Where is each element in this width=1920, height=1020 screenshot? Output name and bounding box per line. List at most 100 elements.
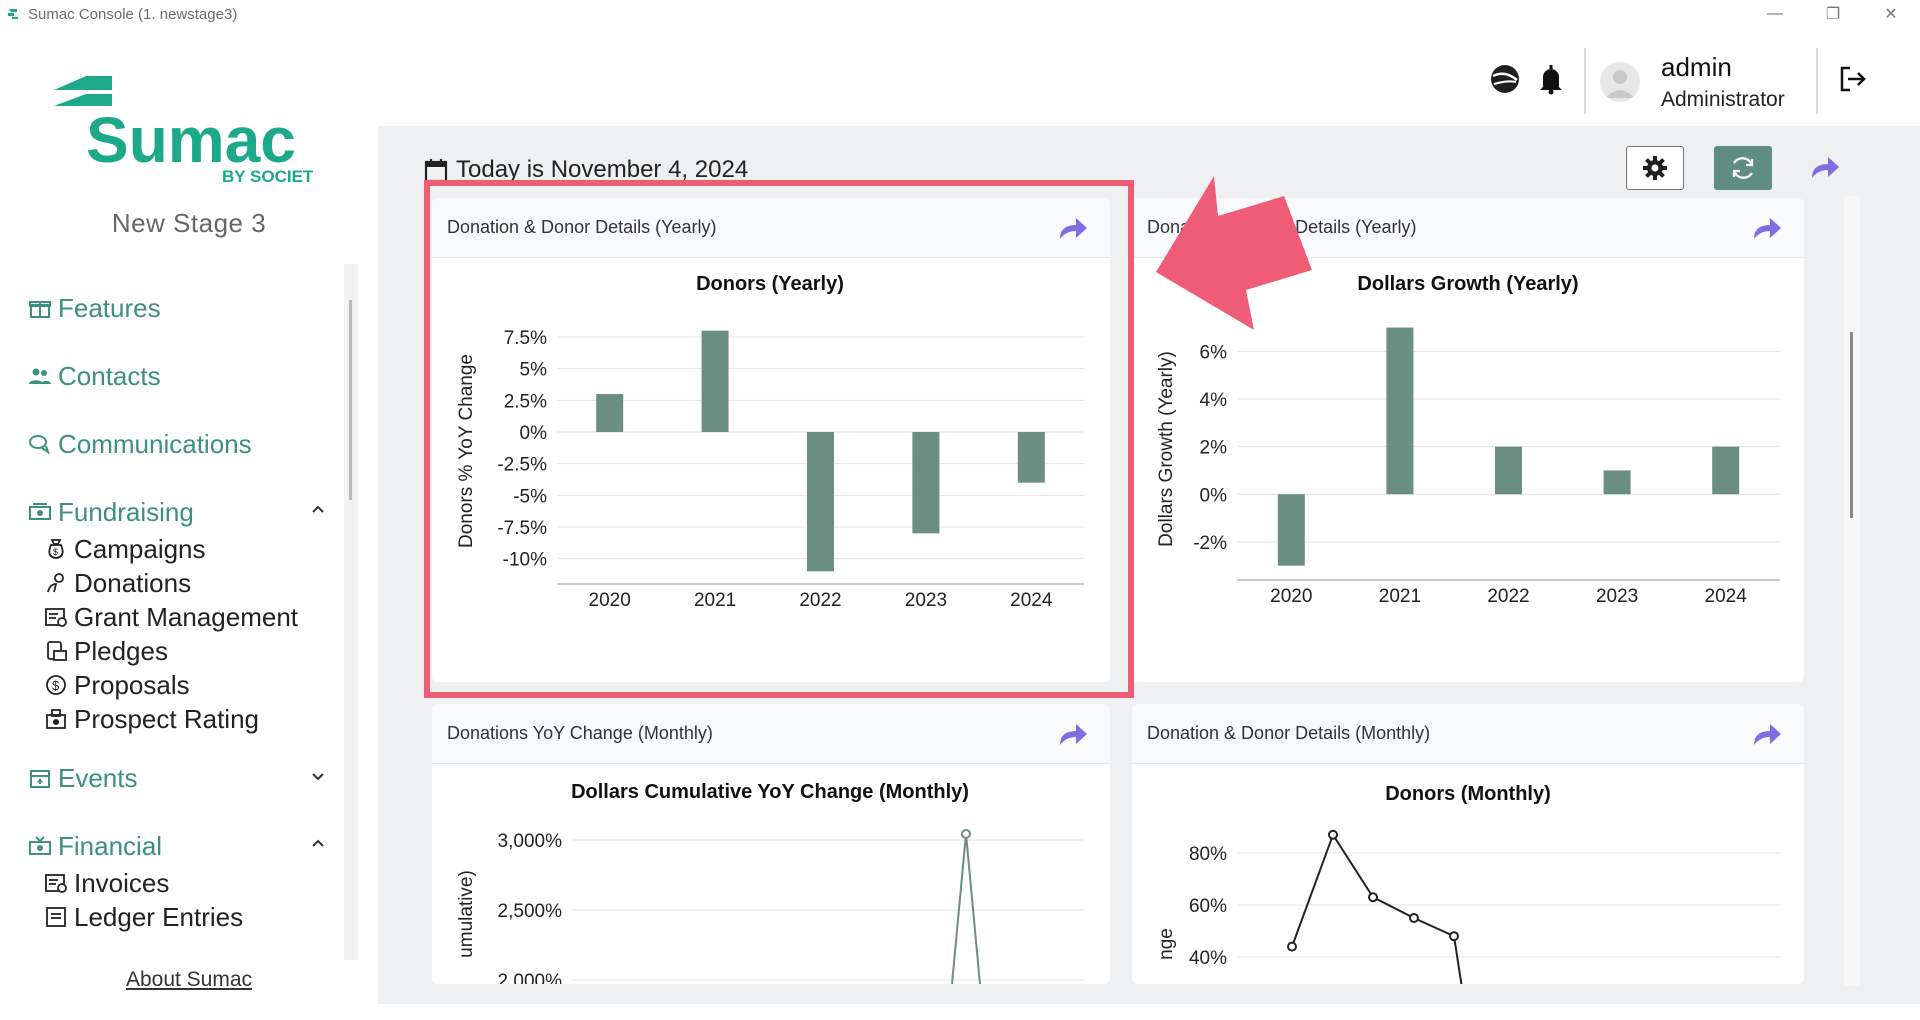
sidebar-item-financial[interactable]: Financial bbox=[28, 828, 338, 864]
chart-title: Donors (Yearly) bbox=[696, 273, 844, 295]
restore-button[interactable]: ❐ bbox=[1825, 6, 1841, 23]
grant-icon bbox=[45, 608, 67, 627]
brand-byline: BY SOCIET bbox=[222, 167, 314, 186]
sidebar-item-communications[interactable]: Communications bbox=[28, 426, 338, 462]
card-donors-monthly: Donation & Donor Details (Monthly) Donor… bbox=[1132, 704, 1804, 984]
share-icon[interactable] bbox=[1058, 721, 1088, 747]
card-title: Donation & Donor Details (Monthly) bbox=[1147, 723, 1431, 743]
card-header: Donation & Donor Details (Monthly) bbox=[1132, 704, 1804, 764]
app-logo-icon bbox=[8, 9, 18, 19]
svg-text:$: $ bbox=[52, 678, 60, 693]
series-line bbox=[1291, 832, 1463, 984]
bell-icon[interactable] bbox=[1534, 62, 1568, 96]
sidebar-item-ledger-entries[interactable]: Ledger Entries bbox=[44, 900, 338, 934]
card-title: Donations YoY Change (Monthly) bbox=[447, 723, 713, 743]
avatar[interactable] bbox=[1600, 62, 1640, 102]
y-tick-label: 2,500% bbox=[498, 901, 563, 922]
svg-text:$: $ bbox=[53, 547, 58, 557]
x-tick-label: 2020 bbox=[589, 590, 631, 611]
chart-title: Dollars Growth (Yearly) bbox=[1357, 273, 1578, 295]
sidebar-item-fundraising[interactable]: Fundraising bbox=[28, 494, 338, 530]
sidebar: Sumac BY SOCIET New Stage 3 Features Con… bbox=[0, 28, 378, 1020]
card-dollars-cumulative-monthly: Donations YoY Change (Monthly) Dollars C… bbox=[432, 704, 1110, 984]
sidebar-item-donations[interactable]: Donations bbox=[44, 566, 338, 600]
share-icon[interactable] bbox=[1810, 154, 1840, 180]
x-tick-label: 2022 bbox=[1487, 586, 1529, 607]
dollars-growth-yearly-chart: Dollars Growth (Yearly) 6% 4% 2% 0% -2% 2020 20… bbox=[1156, 273, 1780, 607]
series-line bbox=[951, 833, 981, 984]
y-axis-label: Dollars Growth (Yearly) bbox=[1156, 351, 1177, 547]
y-tick-label: 3,000% bbox=[498, 831, 563, 852]
sidebar-item-pledges[interactable]: Pledges bbox=[44, 634, 338, 668]
sidebar-item-contacts[interactable]: Contacts bbox=[28, 358, 338, 394]
window-titlebar: Sumac Console (1. newstage3) — ❐ ✕ bbox=[0, 0, 1920, 28]
minimize-button[interactable]: — bbox=[1767, 5, 1783, 22]
user-role: Administrator bbox=[1661, 88, 1785, 111]
data-point bbox=[1328, 829, 1338, 840]
card-title: Donation & Donor Details (Yearly) bbox=[447, 217, 717, 237]
sidebar-item-campaigns[interactable]: $ Campaigns bbox=[44, 532, 338, 566]
chevron-up-icon[interactable] bbox=[310, 502, 326, 518]
sidebar-item-label: Proposals bbox=[74, 669, 190, 700]
y-tick-label: 5% bbox=[520, 360, 548, 381]
chevron-down-icon[interactable] bbox=[310, 768, 326, 784]
globe-support-icon[interactable] bbox=[1488, 62, 1522, 96]
bar bbox=[1495, 446, 1522, 495]
sumac-logo[interactable]: Sumac BY SOCIET bbox=[52, 58, 332, 188]
share-icon[interactable] bbox=[1058, 215, 1088, 241]
share-icon[interactable] bbox=[1752, 215, 1782, 241]
invoice-icon bbox=[45, 874, 67, 893]
y-tick-label: -2% bbox=[1193, 533, 1227, 554]
chat-icon bbox=[29, 435, 50, 455]
sidebar-item-label: Prospect Rating bbox=[74, 703, 259, 734]
x-tick-label: 2023 bbox=[905, 590, 947, 611]
sidebar-item-proposals[interactable]: $ Proposals bbox=[44, 668, 338, 702]
user-avatar-icon bbox=[1606, 70, 1634, 98]
scrollbar-thumb[interactable] bbox=[1850, 332, 1853, 518]
sidebar-item-events[interactable]: Events bbox=[28, 760, 338, 796]
user-name: admin bbox=[1661, 52, 1732, 82]
sidebar-scrollbar[interactable] bbox=[344, 264, 358, 960]
refresh-button[interactable] bbox=[1714, 146, 1772, 190]
sidebar-item-label: Contacts bbox=[58, 360, 161, 391]
about-sumac-link[interactable]: About Sumac bbox=[125, 968, 253, 991]
sidebar-nav: Features Contacts Communications Fundrai… bbox=[28, 290, 338, 958]
close-button[interactable]: ✕ bbox=[1884, 6, 1898, 23]
sidebar-item-features[interactable]: Features bbox=[28, 290, 338, 326]
card-donors-yearly: Donation & Donor Details (Yearly) Donors… bbox=[432, 198, 1110, 682]
x-tick-label: 2021 bbox=[694, 590, 736, 611]
chevron-up-icon[interactable] bbox=[310, 836, 326, 852]
logout-icon[interactable] bbox=[1836, 62, 1870, 96]
x-tick-label: 2024 bbox=[1010, 590, 1053, 611]
main-scrollbar[interactable] bbox=[1844, 196, 1860, 986]
donors-yearly-chart: Donors (Yearly) 7.5% 5% 2.5% 0% -2.5% -5% -7.5%… bbox=[456, 273, 1084, 611]
y-tick-label: 80% bbox=[1189, 844, 1227, 865]
y-tick-label: 2% bbox=[1200, 438, 1228, 459]
sidebar-item-label: Financial bbox=[58, 830, 163, 861]
financial-submenu: Invoices Ledger Entries bbox=[28, 866, 338, 934]
money-icon bbox=[29, 503, 51, 520]
sidebar-item-prospect-rating[interactable]: Prospect Rating bbox=[44, 702, 338, 736]
sidebar-item-label: Ledger Entries bbox=[74, 901, 244, 932]
y-tick-label: 4% bbox=[1200, 390, 1228, 411]
share-icon[interactable] bbox=[1752, 721, 1782, 747]
scrollbar-thumb[interactable] bbox=[349, 300, 352, 500]
y-tick-label: -7.5% bbox=[497, 518, 547, 539]
y-tick-label: 2.5% bbox=[504, 391, 547, 412]
callout-arrow bbox=[1156, 176, 1312, 330]
calendar-icon bbox=[30, 770, 50, 788]
x-tick-label: 2024 bbox=[1705, 586, 1748, 607]
dashboard-settings-button[interactable] bbox=[1626, 146, 1684, 190]
moneybag-icon: $ bbox=[48, 539, 64, 559]
y-tick-label: -2.5% bbox=[497, 455, 547, 476]
fundraising-submenu: $ Campaigns Donations Grant Management P… bbox=[28, 532, 338, 736]
window-title: Sumac Console (1. newstage3) bbox=[28, 5, 238, 23]
card-header: Donations YoY Change (Monthly) bbox=[432, 704, 1110, 764]
ledger-icon bbox=[46, 907, 66, 927]
sidebar-item-grant-management[interactable]: Grant Management bbox=[44, 600, 338, 634]
y-tick-label: -5% bbox=[513, 486, 547, 507]
data-point bbox=[961, 829, 971, 839]
y-tick-label: 2,000% bbox=[498, 971, 563, 984]
x-tick-label: 2021 bbox=[1379, 586, 1421, 607]
sidebar-item-invoices[interactable]: Invoices bbox=[44, 866, 338, 900]
